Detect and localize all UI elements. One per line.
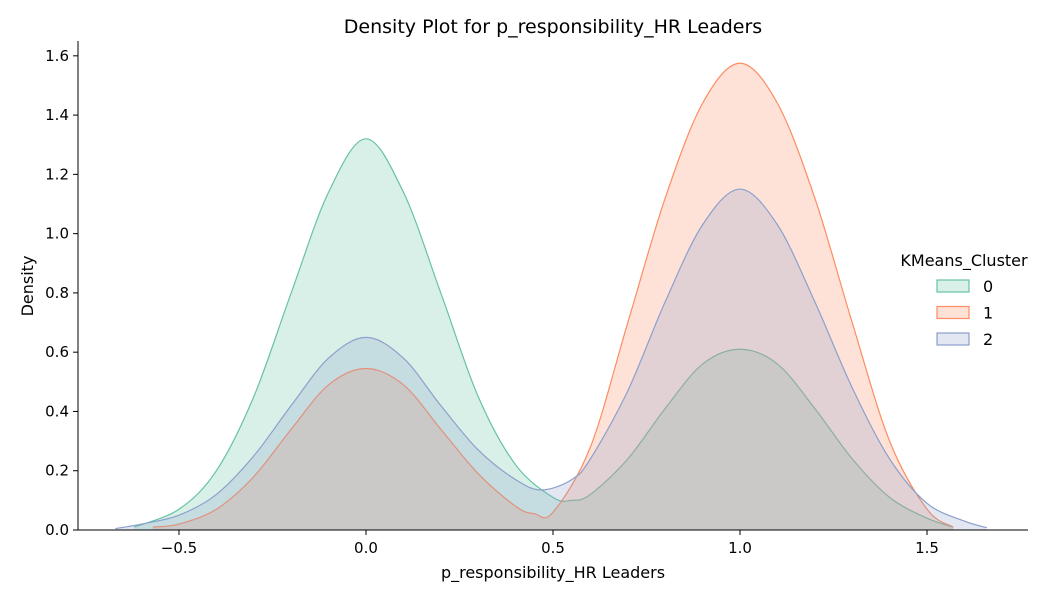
x-tick-label: 1.0 (728, 539, 752, 557)
y-tick-label: 0.0 (45, 521, 69, 539)
density-area-cluster-2 (115, 189, 987, 530)
y-tick-label: 1.2 (45, 165, 69, 183)
x-ticks: −0.5 0.0 0.5 1.0 1.5 (161, 530, 939, 557)
legend: KMeans_Cluster 0 1 2 (900, 251, 1028, 349)
chart-title: Density Plot for p_responsibility_HR Lea… (344, 16, 762, 38)
y-tick-label: 1.6 (45, 47, 69, 65)
y-tick-label: 1.0 (45, 225, 69, 243)
y-tick-label: 0.6 (45, 343, 69, 361)
legend-title: KMeans_Cluster (900, 251, 1028, 271)
density-area-cluster-0 (134, 138, 954, 531)
legend-label-cluster-2: 2 (983, 330, 993, 349)
x-tick-label: 1.5 (915, 539, 939, 557)
legend-swatch-cluster-2 (936, 332, 970, 346)
y-tick-label: 0.8 (45, 284, 69, 302)
x-tick-label: 0.5 (541, 539, 565, 557)
y-tick-label: 0.4 (45, 402, 69, 420)
y-tick-label: 1.4 (45, 106, 69, 124)
x-tick-label: −0.5 (161, 539, 197, 557)
y-tick-label: 0.2 (45, 462, 69, 480)
legend-label-cluster-0: 0 (983, 277, 993, 296)
x-tick-label: 0.0 (354, 539, 378, 557)
density-line-cluster-2 (115, 188, 988, 530)
x-axis-label: p_responsibility_HR Leaders (441, 563, 665, 583)
legend-label-cluster-1: 1 (983, 304, 993, 323)
legend-swatch-cluster-1 (936, 305, 970, 320)
y-axis-label: Density (18, 256, 37, 317)
y-ticks: 0.0 0.2 0.4 0.6 0.8 1.0 1.2 1.4 1.6 (45, 47, 78, 539)
legend-swatch-cluster-0 (936, 279, 970, 293)
plot-area (115, 62, 988, 531)
density-area-cluster-1 (152, 63, 954, 530)
